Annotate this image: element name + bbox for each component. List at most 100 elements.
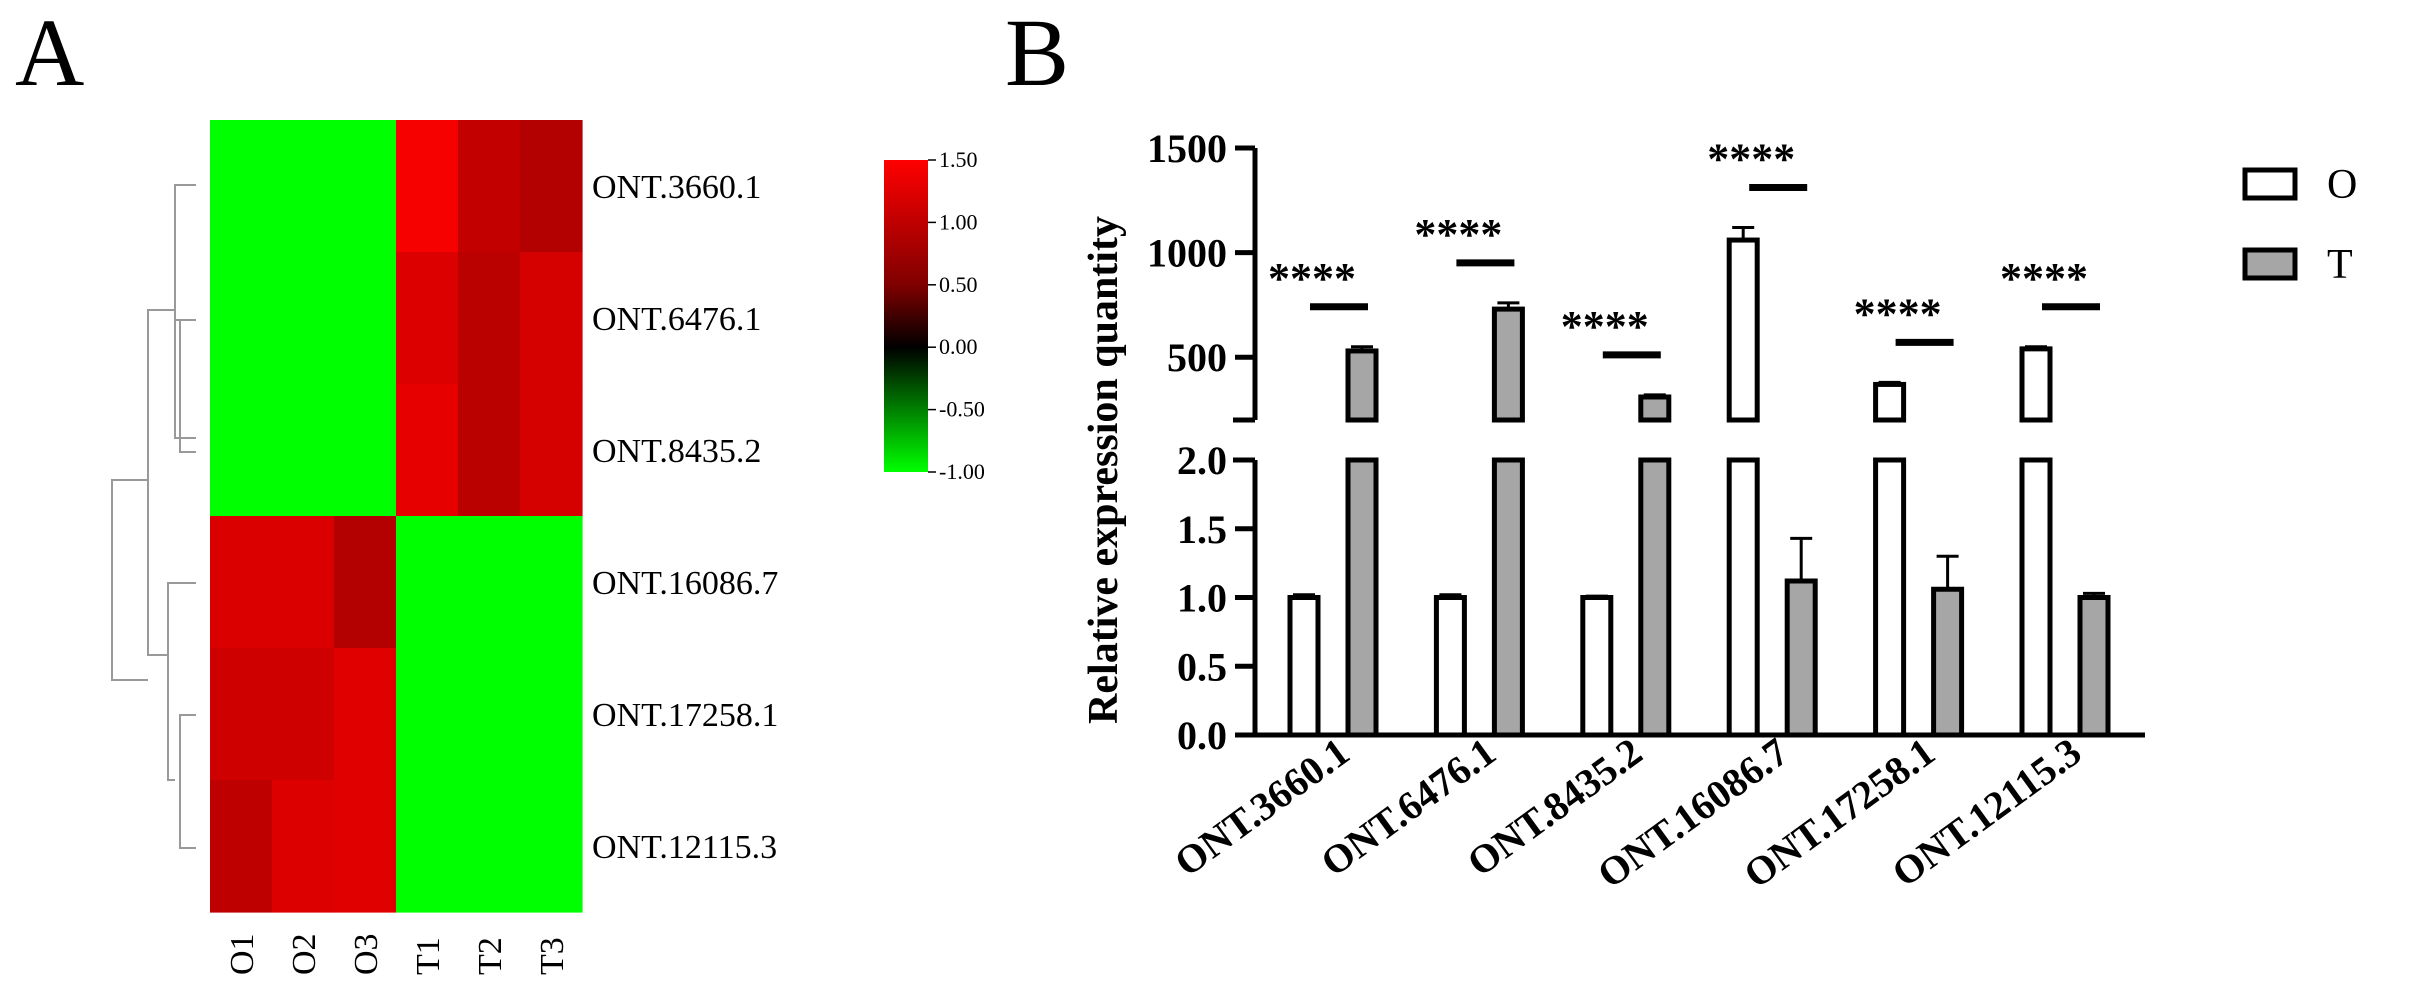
heatmap-row-label: ONT.3660.1 xyxy=(592,169,761,206)
heatmap-cell xyxy=(210,780,273,913)
significance-label: **** xyxy=(1414,210,1502,259)
y-tick-label: 2.0 xyxy=(1177,438,1227,483)
panel-letter-a: A xyxy=(15,0,84,106)
heatmap-cell xyxy=(520,384,583,517)
heatmap-cell xyxy=(334,648,397,781)
heatmap-row-label: ONT.12115.3 xyxy=(592,829,777,866)
bar xyxy=(1580,595,1614,738)
row-dendrogram xyxy=(111,184,196,849)
heatmap-cell xyxy=(520,780,583,913)
heatmap-cell xyxy=(458,120,521,253)
heatmap-column-label: O3 xyxy=(348,933,385,975)
heatmap-cell xyxy=(458,516,521,649)
bar xyxy=(1873,457,1907,738)
bar xyxy=(1345,348,1379,423)
bar xyxy=(2077,595,2111,738)
heatmap-cell xyxy=(334,384,397,517)
significance-label: **** xyxy=(1268,254,1356,303)
bar xyxy=(1726,457,1760,738)
y-tick-label: 1.5 xyxy=(1177,507,1227,552)
heatmap-cell xyxy=(520,648,583,781)
y-axis-title: Relative expression quantity xyxy=(1081,216,1127,724)
bar xyxy=(1433,595,1467,738)
bar xyxy=(2019,457,2053,738)
bar xyxy=(1726,237,1760,423)
heatmap-column-label: T1 xyxy=(410,937,447,975)
y-tick-label: 1.0 xyxy=(1177,576,1227,621)
heatmap-column-label: O1 xyxy=(224,933,261,975)
colorbar-tick-label: 1.00 xyxy=(939,209,978,234)
bar xyxy=(1287,595,1321,738)
legend-swatch xyxy=(2242,247,2298,281)
heatmap-cell xyxy=(396,780,459,913)
heatmap-cell xyxy=(334,252,397,385)
legend-label: T xyxy=(2327,242,2353,288)
dendrogram-branch xyxy=(167,582,196,781)
y-tick-label: 500 xyxy=(1167,335,1227,380)
heatmap-cell xyxy=(458,648,521,781)
heatmap-cell xyxy=(334,120,397,253)
colorbar-tick-label: 0.50 xyxy=(939,272,978,297)
heatmap-column-label: O2 xyxy=(286,933,323,975)
heatmap-cell xyxy=(396,384,459,517)
heatmap-column-label: T2 xyxy=(472,937,509,975)
heatmap-cell xyxy=(520,120,583,253)
heatmap-cell xyxy=(210,516,273,649)
dendrogram-branch xyxy=(179,714,196,849)
bar xyxy=(1345,457,1379,738)
heatmap-row-label: ONT.8435.2 xyxy=(592,433,761,470)
dendrogram-branch xyxy=(147,309,175,656)
heatmap-cell xyxy=(210,120,273,253)
colorbar-tick-label: 1.50 xyxy=(939,147,978,172)
significance-label: **** xyxy=(1707,135,1795,184)
heatmap-cell xyxy=(272,516,335,649)
dendrogram-branch xyxy=(179,319,196,453)
bar xyxy=(1638,457,1672,738)
heatmap-cell xyxy=(272,648,335,781)
heatmap-cell xyxy=(272,780,335,913)
heatmap-cell xyxy=(334,516,397,649)
heatmap-cell xyxy=(210,252,273,385)
heatmap-column-label: T3 xyxy=(534,937,571,975)
colorbar-tick-label: -0.50 xyxy=(939,397,985,422)
dendrogram-branch xyxy=(174,184,196,439)
panel-letter-b: B xyxy=(1005,0,1069,106)
heatmap xyxy=(210,120,583,913)
bar xyxy=(1491,457,1525,738)
legend-swatch xyxy=(2242,167,2298,201)
heatmap-cell xyxy=(334,780,397,913)
significance-label: **** xyxy=(2000,254,2088,303)
bar xyxy=(1784,578,1818,738)
bar-chart: Relative expression quantity 0.0 0.5 1.0 1.… xyxy=(1081,126,2145,897)
y-tick-label: 1000 xyxy=(1147,231,1227,276)
heatmap-cell xyxy=(396,120,459,253)
heatmap-cell xyxy=(458,780,521,913)
heatmap-cell xyxy=(520,516,583,649)
y-tick-label: 0.0 xyxy=(1177,713,1227,758)
dendrogram-branch xyxy=(111,479,148,681)
heatmap-cell xyxy=(458,384,521,517)
heatmap-cell xyxy=(396,648,459,781)
colorbar-tick-label: 0.00 xyxy=(939,334,978,359)
heatmap-column-labels: O1 O2 O3 T1 T2 T3 xyxy=(224,933,571,975)
bar xyxy=(1638,394,1672,423)
heatmap-cell xyxy=(396,252,459,385)
heatmap-cell xyxy=(272,252,335,385)
heatmap-cell xyxy=(210,384,273,517)
bar xyxy=(1873,381,1907,423)
heatmap-row-labels: ONT.3660.1 ONT.6476.1 ONT.8435.2 ONT.16086.… xyxy=(592,169,778,866)
bar xyxy=(1491,306,1525,423)
heatmap-row-label: ONT.17258.1 xyxy=(592,697,778,734)
legend: OT xyxy=(2242,162,2357,288)
significance-label: **** xyxy=(1854,289,1942,338)
heatmap-cell xyxy=(272,120,335,253)
heatmap-row-label: ONT.6476.1 xyxy=(592,301,761,338)
significance-label: **** xyxy=(1561,302,1649,351)
colorbar-tick-label: -1.00 xyxy=(939,459,985,484)
heatmap-cell xyxy=(458,252,521,385)
heatmap-cell xyxy=(210,648,273,781)
legend-label: O xyxy=(2327,162,2357,208)
heatmap-cell xyxy=(520,252,583,385)
heatmap-cell xyxy=(272,384,335,517)
